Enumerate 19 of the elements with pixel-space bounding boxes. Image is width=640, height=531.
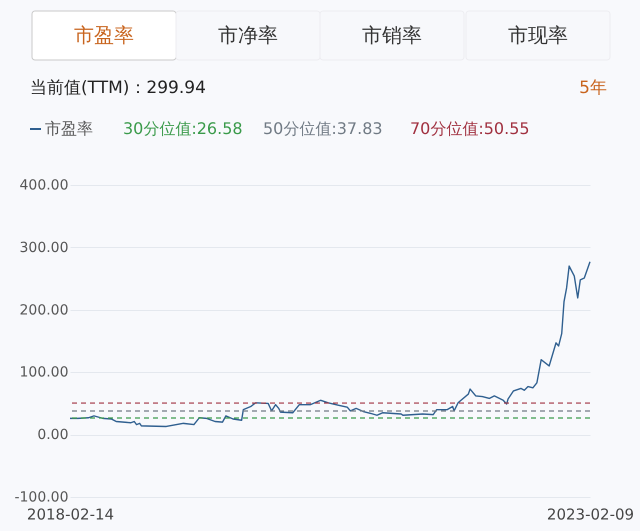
- x-tick-label: 2018-02-14: [26, 506, 114, 524]
- text: 市销率: [362, 23, 422, 47]
- legend-label: 市盈率: [45, 119, 93, 138]
- ref-line-label: 50分位值:37.83: [263, 119, 383, 138]
- text: 市净率: [218, 23, 278, 47]
- y-tick-label: 100.00: [20, 364, 68, 381]
- y-tick-label: 300.00: [20, 240, 68, 256]
- y-tick-label: 200.00: [20, 302, 68, 318]
- y-tick-label: 0.00: [37, 427, 68, 444]
- x-tick-label: 2023-02-09: [546, 506, 634, 524]
- text: 5年: [579, 78, 607, 98]
- y-tick-label: 400.00: [20, 178, 68, 194]
- y-tick-label: -100.00: [14, 490, 68, 506]
- text: 当前值(TTM)：299.94: [30, 78, 206, 98]
- line-series: [69, 261, 591, 428]
- text: 市现率: [508, 23, 568, 47]
- text: 市盈率: [74, 23, 134, 47]
- ref-line-label: 30分位值:26.58: [123, 119, 243, 138]
- ref-line-label: 70分位值:50.55: [410, 119, 530, 138]
